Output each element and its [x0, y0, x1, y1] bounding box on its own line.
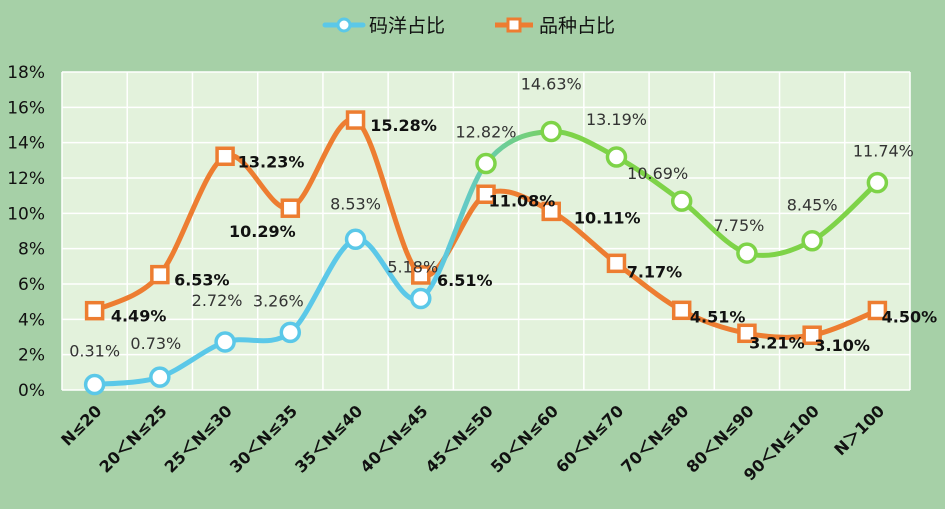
data-label-b: 7.17% [627, 262, 683, 281]
series-b-marker [541, 201, 561, 222]
data-label-a: 3.26% [253, 291, 304, 310]
x-tick-label: 50＜N≤60 [487, 401, 562, 476]
data-label-b: 6.53% [174, 271, 230, 290]
data-label-b: 6.51% [437, 271, 493, 290]
data-label-b: 10.29% [229, 222, 296, 241]
x-tick-label: N＞100 [830, 401, 888, 459]
data-label-b: 3.21% [749, 333, 805, 352]
data-label-b: 3.10% [814, 336, 870, 355]
data-label-a: 8.45% [787, 196, 838, 215]
series-b-marker [737, 323, 757, 344]
y-tick-label: 0% [18, 381, 45, 401]
x-axis: N≤2020＜N≤2525＜N≤3030＜N≤3535＜N≤4040＜N≤454… [57, 401, 888, 484]
legend-marker-a [336, 17, 352, 33]
data-label-b: 13.23% [238, 152, 305, 171]
y-tick-label: 10% [7, 204, 45, 224]
series-b-marker [280, 198, 301, 218]
data-label-a: 13.19% [586, 110, 647, 129]
y-axis: 0% 2% 4% 6% 8% 10% 12% 14% 16% 18% [7, 63, 45, 401]
x-tick-label: 45＜N≤50 [422, 401, 497, 476]
data-label-a: 5.18% [387, 257, 438, 276]
y-tick-label: 8% [18, 240, 45, 260]
series-a-marker [801, 229, 823, 252]
y-tick-label: 16% [7, 98, 45, 118]
y-tick-label: 18% [7, 63, 45, 83]
data-label-a: 14.63% [521, 75, 582, 94]
series-a-marker [540, 120, 562, 143]
series-a-marker [344, 228, 367, 251]
series-a-marker [149, 366, 171, 388]
series-a-marker [279, 321, 302, 344]
series-b-marker [476, 184, 496, 205]
series-a-marker [214, 331, 236, 353]
data-label-b: 15.28% [370, 116, 437, 135]
data-label-a: 11.74% [853, 142, 914, 161]
x-tick-label: 70＜N≤80 [617, 401, 692, 476]
data-label-a: 10.69% [627, 164, 688, 183]
y-tick-label: 4% [18, 310, 45, 330]
data-label-a: 2.72% [192, 291, 243, 310]
data-label-b: 4.50% [882, 308, 938, 327]
series-a-marker [410, 287, 432, 310]
series-a-marker [605, 146, 628, 168]
data-label-a: 8.53% [330, 194, 381, 213]
x-tick-label: 40＜N≤45 [356, 401, 431, 476]
series-b-marker [345, 110, 366, 130]
data-label-a: 7.75% [714, 216, 765, 235]
series-b-marker [867, 300, 888, 321]
legend-marker-b [506, 17, 522, 33]
series-a-marker [736, 242, 758, 264]
data-label-b: 11.08% [489, 191, 556, 210]
series-b-marker [802, 325, 822, 345]
series-layer [83, 110, 889, 396]
series-a-marker [670, 190, 693, 212]
legend-label-a: 码洋占比 [369, 15, 445, 37]
series-b-marker [671, 300, 692, 321]
x-tick-label: 60＜N≤70 [552, 401, 627, 476]
series-a-marker [83, 373, 106, 396]
series-b-marker [84, 300, 105, 321]
data-label-a: 12.82% [455, 123, 516, 142]
data-label-b: 4.49% [111, 307, 167, 326]
data-label-b: 10.11% [574, 208, 641, 227]
legend: 码洋占比 品种占比 [322, 15, 615, 37]
y-tick-label: 6% [18, 275, 45, 295]
x-tick-label: 35＜N≤40 [291, 401, 366, 476]
series-b-marker [215, 146, 235, 167]
data-label-a: 0.31% [69, 342, 120, 361]
legend-label-b: 品种占比 [539, 15, 615, 37]
x-tick-label: 30＜N≤35 [226, 401, 301, 476]
series-b-marker [411, 265, 431, 285]
data-label-b: 4.51% [690, 307, 746, 326]
data-labels: 0.31% 0.73% 2.72% 3.26% 8.53% 5.18% 12.82% 14.6… [69, 75, 937, 361]
y-tick-label: 14% [7, 134, 45, 154]
y-tick-label: 2% [18, 346, 45, 366]
x-tick-label: 25＜N≤30 [161, 401, 236, 476]
y-tick-label: 12% [7, 169, 45, 189]
data-label-a: 0.73% [130, 334, 181, 353]
series-a-marker [475, 152, 497, 175]
x-tick-label: N≤20 [57, 401, 105, 449]
series-b-marker [150, 264, 170, 285]
series-b-marker [606, 253, 627, 274]
gridlines [61, 71, 911, 391]
x-tick-label: 20＜N≤25 [95, 401, 170, 476]
series-a-marker [866, 171, 889, 194]
